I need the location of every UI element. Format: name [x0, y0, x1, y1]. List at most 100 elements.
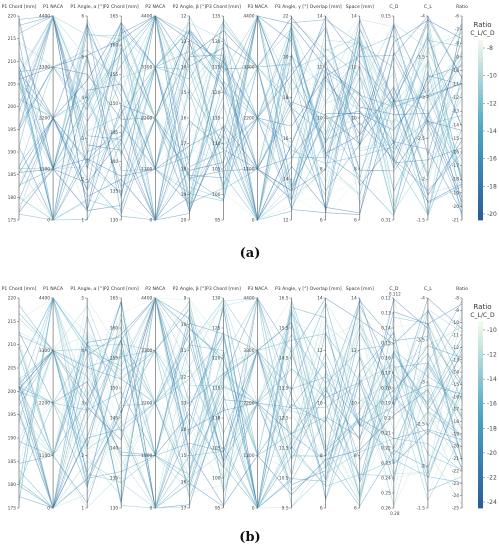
- data-polyline: [18, 28, 463, 221]
- tick-label: -10: [452, 320, 459, 326]
- tick-label: 160: [110, 326, 119, 332]
- tick-label: -13: [452, 357, 459, 363]
- tick-label: -10: [452, 68, 459, 74]
- tick-label: 14.5: [279, 356, 289, 362]
- data-polyline: [18, 42, 463, 222]
- colorbar-segment: [478, 498, 483, 504]
- colorbar-segment: [478, 456, 483, 462]
- tick-label: 3: [81, 401, 84, 407]
- colorbar-segment: [478, 401, 483, 407]
- colorbar-segment: [478, 58, 483, 63]
- colorbar-segment: [478, 382, 483, 388]
- tick-label: 16.5: [279, 296, 289, 302]
- tick-label: -23: [452, 481, 459, 487]
- tick-label: 4400: [141, 296, 152, 302]
- tick-label: 3: [81, 136, 84, 142]
- tick-label: 130: [110, 218, 119, 224]
- tick-label: 4400: [243, 296, 254, 302]
- colorbar-segment: [478, 175, 483, 180]
- axis-label: Overlap [mm]: [310, 286, 342, 292]
- tick-label: -6: [455, 14, 460, 20]
- colorbar-segment: [478, 377, 483, 383]
- colorbar-segment: [478, 475, 483, 481]
- tick-label: -3.5: [416, 54, 425, 60]
- tick-label: 13.5: [279, 386, 289, 392]
- tick-label: 145: [110, 416, 119, 422]
- colorbar-segment: [478, 410, 483, 416]
- tick-label: 3300: [243, 348, 254, 354]
- data-polyline: [18, 297, 463, 469]
- tick-label: 17: [181, 506, 187, 512]
- tick-label: 15: [181, 453, 187, 459]
- colorbar-segment: [478, 94, 483, 99]
- tick-label: 12: [181, 374, 187, 380]
- tick-label: -19: [452, 190, 459, 196]
- axis-label: P3 NACA: [248, 286, 269, 292]
- data-polyline: [18, 15, 463, 202]
- colorbar-segment: [478, 134, 483, 140]
- colorbar-segment: [478, 53, 483, 59]
- colorbar-subtitle: C_L/C_D: [470, 30, 495, 37]
- axis-label: P1 NACA: [43, 286, 64, 292]
- tick-label: 145: [110, 130, 119, 136]
- data-polyline: [18, 297, 463, 502]
- data-polyline: [18, 15, 463, 188]
- colorbar-segment: [478, 322, 483, 328]
- colorbar-segment: [478, 184, 483, 189]
- tick-label: 14: [351, 14, 357, 20]
- tick-label: 0.26: [381, 506, 391, 512]
- colorbar-segment: [478, 80, 483, 86]
- tick-label: 0.22: [381, 446, 391, 452]
- tick-label: 100: [212, 476, 221, 482]
- tick-label: 1100: [243, 453, 254, 459]
- colorbar-segment: [478, 452, 483, 458]
- colorbar-segment: [478, 349, 483, 355]
- tick-label: 10: [351, 401, 357, 407]
- tick-label: 220: [8, 14, 17, 20]
- tick-label: 0: [150, 218, 153, 224]
- tick-label: 165: [110, 296, 119, 302]
- tick-label: 3300: [141, 348, 152, 354]
- tick-label: 4400: [243, 14, 254, 20]
- colorbar-segment: [478, 202, 483, 207]
- tick-label: 120: [212, 90, 221, 96]
- tick-label: -17: [452, 163, 459, 169]
- tick-label: 14: [351, 296, 357, 302]
- data-polyline: [18, 14, 463, 221]
- tick-label: 165: [110, 14, 119, 20]
- tick-label: 8: [354, 453, 357, 459]
- colorbar-segment: [478, 116, 483, 122]
- tick-label: 16: [283, 136, 289, 142]
- tick-label: -7: [455, 27, 460, 33]
- tick-label: 180: [8, 195, 17, 201]
- colorbar-segment: [478, 359, 483, 365]
- tick-label: 13: [181, 39, 187, 45]
- tick-label: 0.15: [381, 341, 391, 347]
- colorbar-segment: [478, 121, 483, 126]
- data-polyline: [18, 27, 463, 221]
- colorbar-tick-label: -18: [487, 183, 497, 190]
- data-polyline: [18, 23, 463, 221]
- axis-label: Space [mm]: [346, 4, 374, 10]
- colorbar-segment: [478, 438, 483, 444]
- tick-label: 0.23: [381, 461, 391, 467]
- axis-label: C_L: [424, 4, 433, 10]
- tick-label: 9: [184, 296, 187, 302]
- axis-label: Ratio: [456, 4, 468, 10]
- colorbar-segment: [478, 98, 483, 104]
- data-polyline: [18, 317, 463, 509]
- data-polyline: [18, 296, 463, 495]
- axis-label: P3 Chord [mm]: [206, 4, 241, 10]
- tick-label: -11: [452, 333, 459, 339]
- axis-label: P2 Angle, β [°]: [173, 286, 207, 292]
- tick-label: 95: [215, 506, 221, 512]
- colorbar-segment: [478, 215, 483, 221]
- tick-label: 4400: [39, 296, 50, 302]
- tick-label: 13: [181, 401, 187, 407]
- tick-label: 195: [8, 412, 17, 418]
- data-polyline: [18, 297, 463, 460]
- data-polyline: [18, 297, 463, 509]
- colorbar-segment: [478, 354, 483, 360]
- tick-label: 11: [181, 348, 187, 354]
- colorbar-segment: [478, 415, 483, 421]
